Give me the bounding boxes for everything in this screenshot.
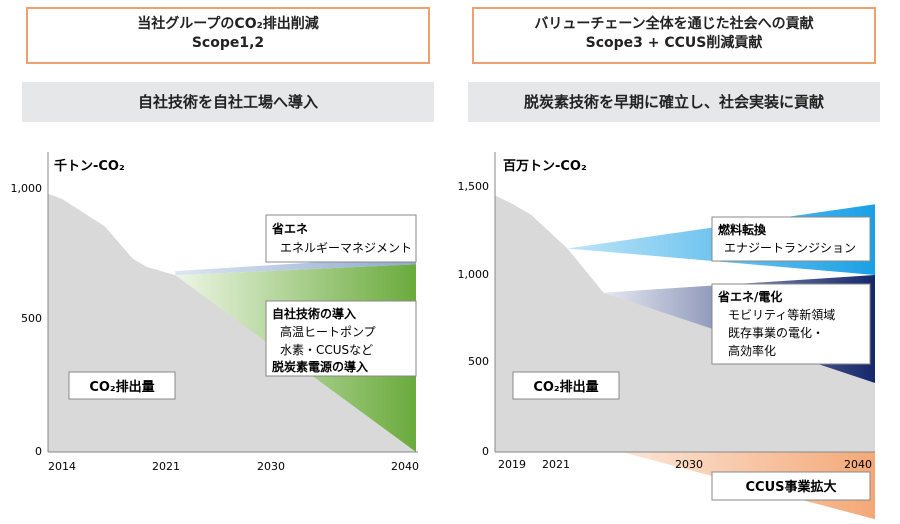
energy-saving-detail: エネルギーマネジメント — [280, 241, 412, 255]
right-annotation-ccus: CCUS事業拡大 — [711, 471, 871, 501]
ccus-label: CCUS事業拡大 — [745, 479, 836, 495]
left-ytick-1000: 1,000 — [11, 182, 43, 195]
left-xtick-2040: 2040 — [391, 460, 419, 473]
left-xtick-2030: 2030 — [257, 460, 285, 473]
energy-saving-title: 省エネ — [271, 221, 308, 236]
left-ytick-0: 0 — [35, 445, 42, 458]
electrification-line1: モビリティ等新領域 — [728, 307, 835, 322]
right-annotation-emissions: CO₂排出量 — [512, 371, 620, 400]
own-tech-line1: 高温ヒートポンプ — [280, 324, 376, 339]
right-ytick-500: 500 — [468, 355, 489, 368]
right-xtick-2040: 2040 — [844, 458, 872, 471]
electrification-line2: 既存事業の電化・ — [728, 326, 824, 340]
fuel-conversion-detail: エナジートランジション — [724, 241, 856, 255]
left-ytick-500: 500 — [21, 312, 42, 325]
left-annotation-energy-saving: 省エネ エネルギーマネジメント — [265, 214, 417, 263]
left-unit-label: 千トン-CO₂ — [54, 158, 125, 174]
scope3-header-line2: Scope3 + CCUS削減貢献 — [585, 35, 763, 51]
left-emissions-label: CO₂排出量 — [89, 379, 154, 395]
right-xtick-2021: 2021 — [542, 458, 570, 471]
right-ytick-1000: 1,000 — [458, 268, 490, 281]
left-chart: 千トン-CO₂ 1,000 500 0 2014 2021 2030 2040 … — [11, 152, 419, 473]
right-emissions-label: CO₂排出量 — [533, 379, 598, 395]
left-annotation-emissions: CO₂排出量 — [68, 371, 176, 400]
own-tech-footer: 脱炭素電源の導入 — [272, 359, 368, 374]
social-contribution-banner: 脱炭素技術を早期に確立し、社会実装に貢献 — [468, 82, 880, 122]
own-tech-title: 自社技術の導入 — [272, 306, 356, 321]
right-unit-label: 百万トン-CO₂ — [503, 159, 587, 174]
right-xtick-2019: 2019 — [498, 458, 526, 471]
right-chart: 百万トン-CO₂ 1,500 1,000 500 0 2019 2021 203… — [458, 152, 875, 520]
right-xtick-2030: 2030 — [675, 458, 703, 471]
fuel-conversion-title: 燃料転換 — [718, 222, 767, 237]
left-xtick-2014: 2014 — [48, 460, 76, 473]
left-annotation-own-tech: 自社技術の導入 高温ヒートポンプ 水素・CCUSなど 脱炭素電源の導入 — [265, 300, 417, 377]
right-ytick-1500: 1,500 — [458, 180, 490, 193]
right-annotation-fuel-conversion: 燃料転換 エナジートランジション — [711, 216, 871, 262]
scope12-header-line2: Scope1,2 — [191, 35, 265, 51]
own-tech-banner: 自社技術を自社工場へ導入 — [22, 82, 434, 122]
own-tech-line2: 水素・CCUSなど — [280, 343, 373, 357]
scope3-header: バリューチェーン全体を通じた社会への貢献 Scope3 + CCUS削減貢献 — [472, 7, 876, 64]
scope3-header-line1: バリューチェーン全体を通じた社会への貢献 — [534, 16, 814, 32]
scope12-header: 当社グループのCO₂排出削減 Scope1,2 — [26, 7, 430, 64]
electrification-title: 省エネ/電化 — [717, 289, 782, 304]
scope12-header-line1: 当社グループのCO₂排出削減 — [137, 16, 319, 32]
right-annotation-electrification: 省エネ/電化 モビリティ等新領域 既存事業の電化・ 高効率化 — [711, 283, 871, 365]
electrification-line3: 高効率化 — [728, 343, 776, 358]
left-xtick-2021: 2021 — [152, 460, 180, 473]
right-ytick-0: 0 — [482, 445, 489, 458]
